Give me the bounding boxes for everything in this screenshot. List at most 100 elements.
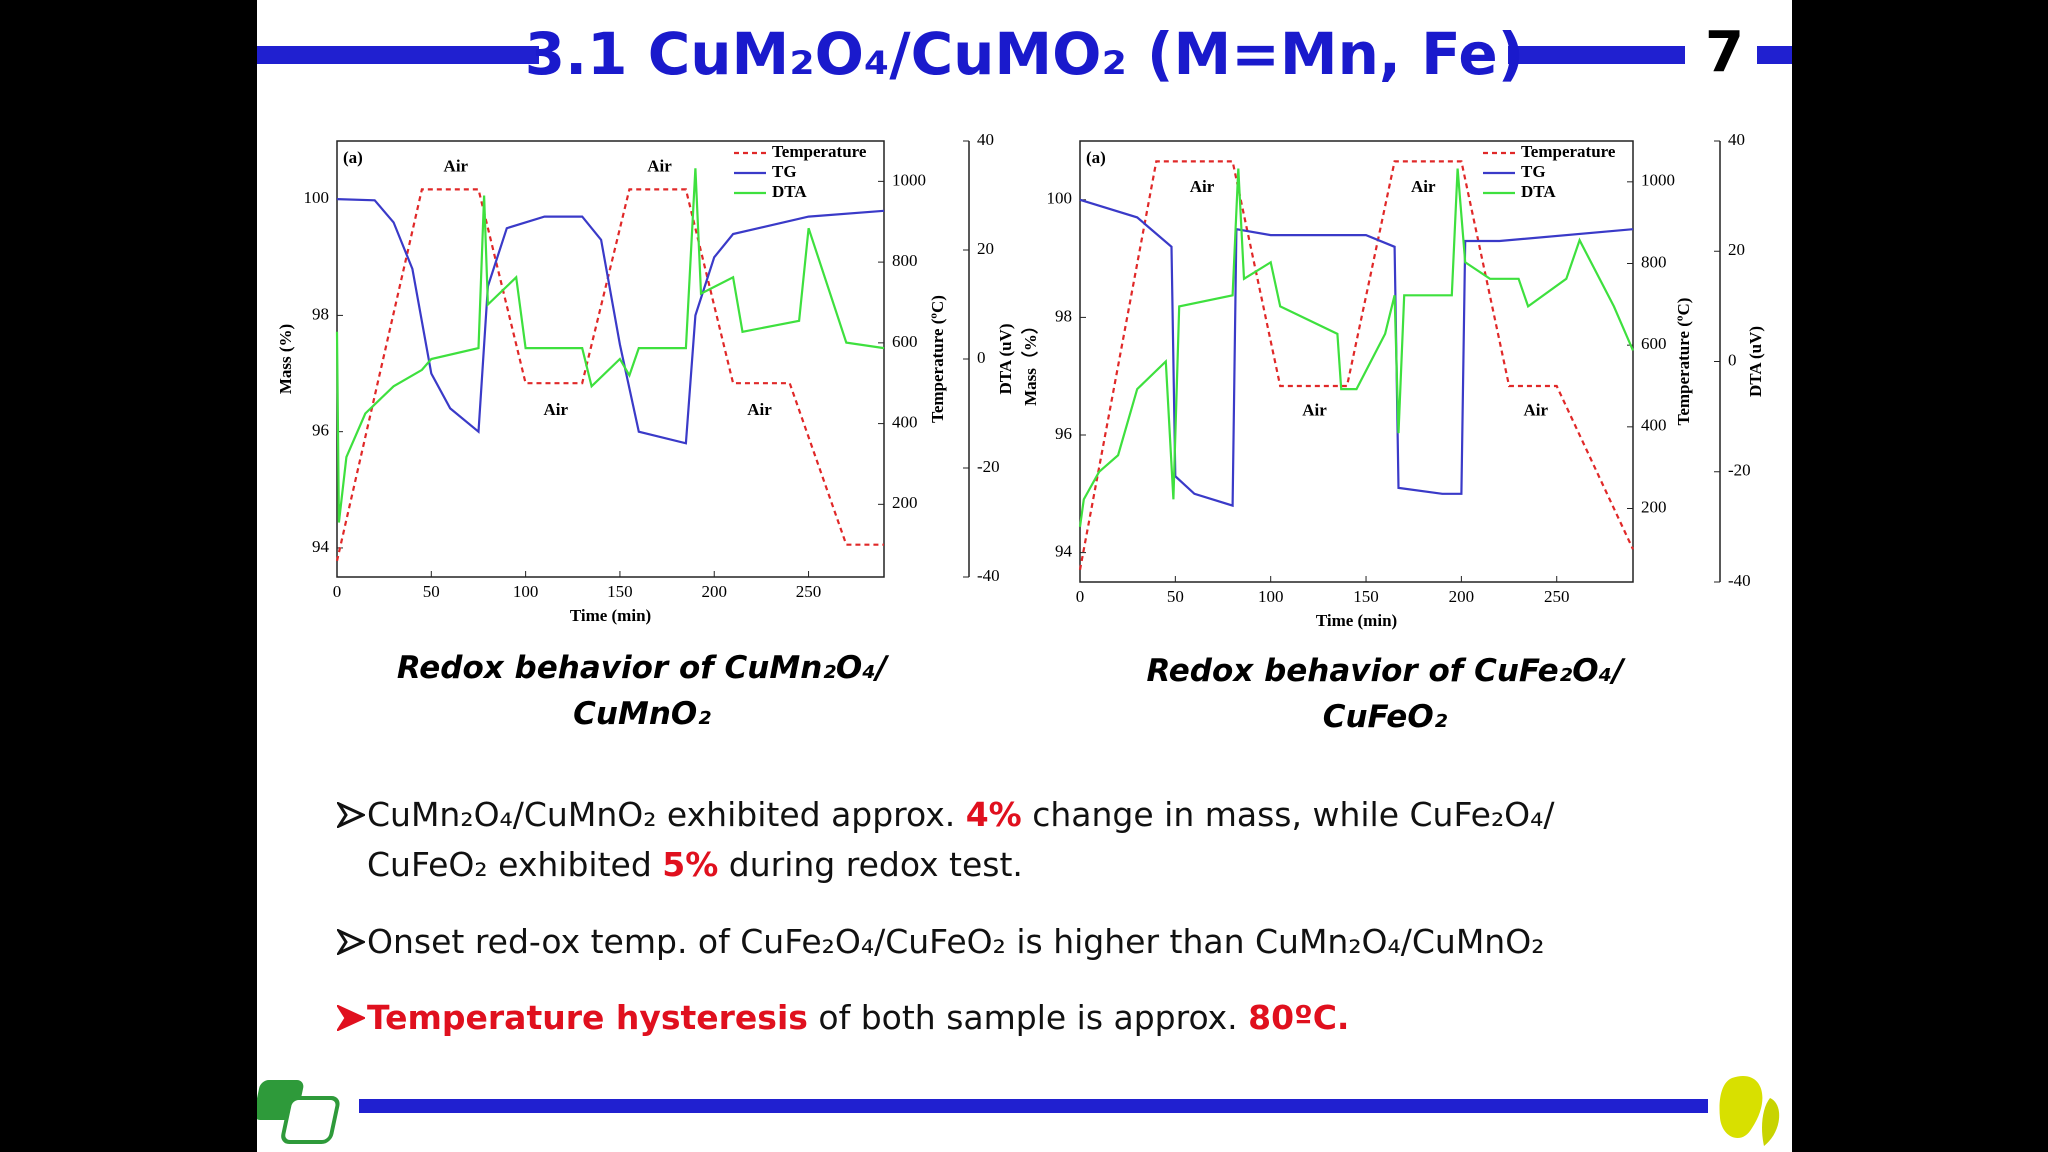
y-tick-label: 100	[1047, 189, 1073, 208]
logo	[1719, 1076, 1780, 1146]
axis-label: DTA (uV)	[996, 324, 1015, 395]
x-tick-label: 250	[796, 582, 822, 601]
bullet-arrow	[337, 929, 365, 955]
y3-tick-label: 20	[977, 239, 994, 258]
y-tick-label: 96	[1055, 424, 1072, 443]
series-line	[1078, 168, 1635, 528]
bullet-arrow	[337, 1005, 365, 1031]
axis-label: DTA (uV)	[1746, 326, 1765, 397]
annotation: Air	[1523, 400, 1548, 419]
axis-label: Temperature (ºC)	[928, 295, 947, 423]
series-line	[335, 188, 884, 562]
bullet: Temperature hysteresis of both sample is…	[367, 993, 1349, 1043]
caption: Redox behavior of CuMn₂O₄/CuMnO₂	[292, 645, 992, 737]
axis-label: Mass (%)	[276, 324, 295, 394]
caption: Redox behavior of CuFe₂O₄/CuFeO₂	[1035, 648, 1735, 740]
logo	[257, 1080, 340, 1144]
x-tick-label: 0	[1076, 587, 1085, 606]
axis-label: Mass（%）	[1020, 317, 1040, 406]
x-tick-label: 0	[333, 582, 342, 601]
charts: 0 50 100 150 200 2509496981002004006008001000…	[276, 130, 1765, 630]
text: Onset red-ox temp. of CuFe₂O₄/CuFeO₂ is …	[367, 922, 1545, 961]
y2-tick-label: 1000	[1641, 171, 1675, 190]
text: of both sample is approx.	[807, 998, 1249, 1037]
title-bar	[257, 46, 539, 64]
caption-line: CuFeO₂	[1322, 699, 1448, 735]
y2-tick-label: 600	[892, 332, 918, 351]
annotation: Air	[1190, 177, 1215, 196]
highlight: 5%	[662, 845, 719, 884]
y-tick-label: 94	[312, 537, 330, 556]
panel-label: (a)	[343, 148, 363, 167]
annotation: Air	[444, 157, 469, 176]
annotation: Air	[647, 157, 672, 176]
x-tick-label: 50	[1167, 587, 1184, 606]
y-tick-label: 98	[1055, 306, 1072, 325]
legend-label: DTA	[772, 182, 807, 201]
bullet-arrow	[337, 802, 365, 828]
y2-tick-label: 400	[1641, 416, 1667, 435]
y-tick-label: 96	[312, 421, 329, 440]
series-line	[1079, 198, 1634, 508]
x-tick-label: 50	[423, 582, 440, 601]
panel-label: (a)	[1086, 148, 1106, 167]
y3-tick-label: 40	[977, 130, 994, 149]
bullet: CuMn₂O₄/CuMnO₂ exhibited approx. 4% chan…	[367, 790, 1555, 890]
y3-tick-label: 20	[1728, 240, 1745, 259]
title-bar	[1757, 46, 1792, 64]
y2-tick-label: 200	[892, 493, 918, 512]
x-tick-label: 150	[607, 582, 633, 601]
series-line	[1078, 160, 1634, 571]
x-tick-label: 200	[701, 582, 727, 601]
bullet: Onset red-ox temp. of CuFe₂O₄/CuFeO₂ is …	[367, 917, 1544, 967]
annotation: Air	[1411, 177, 1436, 196]
series-line	[336, 198, 885, 445]
x-axis-label: Time (min)	[570, 606, 651, 625]
highlight: Temperature hysteresis	[367, 998, 808, 1037]
x-tick-label: 150	[1353, 587, 1379, 606]
y-tick-label: 98	[312, 304, 329, 323]
y2-tick-label: 200	[1641, 497, 1667, 516]
y3-tick-label: 0	[977, 348, 986, 367]
page-number: 7	[1705, 20, 1744, 85]
x-tick-label: 100	[1258, 587, 1284, 606]
y3-tick-label: 40	[1728, 130, 1745, 149]
annotation: Air	[1302, 400, 1327, 419]
y2-tick-label: 600	[1641, 334, 1667, 353]
y3-tick-label: 0	[1728, 350, 1737, 369]
plot-frame	[1079, 140, 1634, 583]
caption-line: Redox behavior of CuMn₂O₄/	[396, 650, 888, 686]
y2-tick-label: 800	[1641, 252, 1667, 271]
text: change in mass, while CuFe₂O₄/	[1021, 795, 1555, 834]
text: during redox test.	[718, 845, 1023, 884]
y3-tick-label: -20	[977, 457, 1000, 476]
x-tick-label: 250	[1544, 587, 1570, 606]
annotation: Air	[747, 400, 772, 419]
legend-label: Temperature	[772, 142, 867, 161]
annotation: Air	[544, 400, 569, 419]
series-line	[335, 168, 885, 523]
legend-label: TG	[1521, 162, 1546, 181]
highlight: 4%	[965, 795, 1022, 834]
legend-label: TG	[772, 162, 797, 181]
text: CuFeO₂ exhibited	[367, 845, 663, 884]
x-axis-label: Time (min)	[1316, 611, 1397, 630]
y3-tick-label: -40	[977, 566, 1000, 585]
y2-tick-label: 400	[892, 412, 918, 431]
legend-label: DTA	[1521, 182, 1556, 201]
y3-tick-label: -40	[1728, 571, 1751, 590]
text: CuMn₂O₄/CuMnO₂ exhibited approx.	[367, 795, 966, 834]
caption-line: Redox behavior of CuFe₂O₄/	[1146, 653, 1624, 689]
y2-tick-label: 800	[892, 251, 918, 270]
y2-tick-label: 1000	[892, 170, 926, 189]
title-bar	[1508, 46, 1685, 64]
caption-line: CuMnO₂	[573, 696, 711, 732]
x-tick-label: 100	[513, 582, 539, 601]
x-tick-label: 200	[1449, 587, 1475, 606]
footer-bar	[359, 1099, 1708, 1113]
slide-title: 3.1 CuM₂O₄/CuMO₂ (M=Mn, Fe)	[524, 20, 1525, 88]
slide: 3.1 CuM₂O₄/CuMO₂ (M=Mn, Fe) 7 0 50 100 150 2…	[257, 0, 1792, 1152]
y-tick-label: 100	[304, 188, 330, 207]
axis-label: Temperature (ºC)	[1674, 298, 1693, 426]
y3-tick-label: -20	[1728, 461, 1751, 480]
